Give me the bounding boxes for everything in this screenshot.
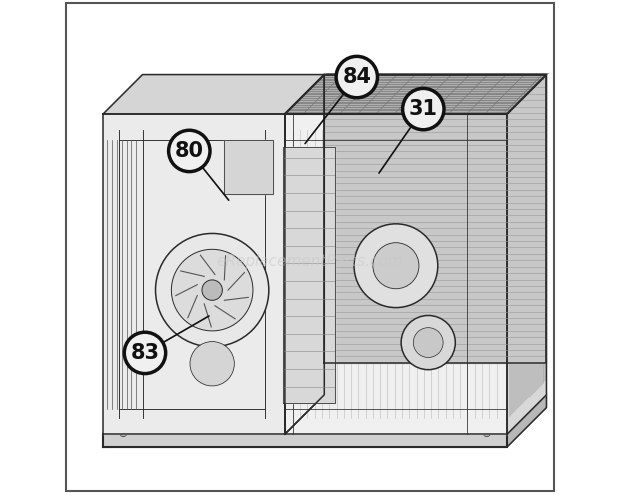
Circle shape: [190, 341, 234, 386]
Circle shape: [401, 316, 455, 370]
Polygon shape: [324, 75, 546, 363]
Circle shape: [414, 328, 443, 358]
Circle shape: [522, 389, 530, 397]
Text: 80: 80: [175, 141, 204, 161]
Circle shape: [336, 56, 378, 98]
Polygon shape: [103, 114, 285, 434]
Polygon shape: [285, 75, 324, 434]
Polygon shape: [285, 75, 546, 114]
Text: 84: 84: [342, 67, 371, 87]
Circle shape: [159, 389, 167, 397]
Circle shape: [354, 224, 438, 308]
Polygon shape: [103, 434, 507, 447]
Polygon shape: [103, 75, 324, 114]
Circle shape: [373, 243, 419, 289]
Circle shape: [124, 332, 166, 373]
Circle shape: [402, 88, 444, 130]
Polygon shape: [224, 140, 273, 194]
Polygon shape: [103, 395, 546, 434]
Text: 31: 31: [409, 99, 438, 119]
Text: 83: 83: [130, 343, 159, 363]
Circle shape: [483, 429, 491, 437]
Polygon shape: [285, 114, 507, 434]
Circle shape: [156, 234, 269, 347]
Circle shape: [202, 280, 223, 300]
Text: eReplacementParts.com: eReplacementParts.com: [216, 254, 404, 269]
Circle shape: [171, 249, 253, 331]
Circle shape: [120, 429, 127, 437]
Circle shape: [169, 130, 210, 171]
Polygon shape: [507, 75, 546, 434]
Polygon shape: [283, 147, 335, 403]
Polygon shape: [507, 395, 546, 447]
